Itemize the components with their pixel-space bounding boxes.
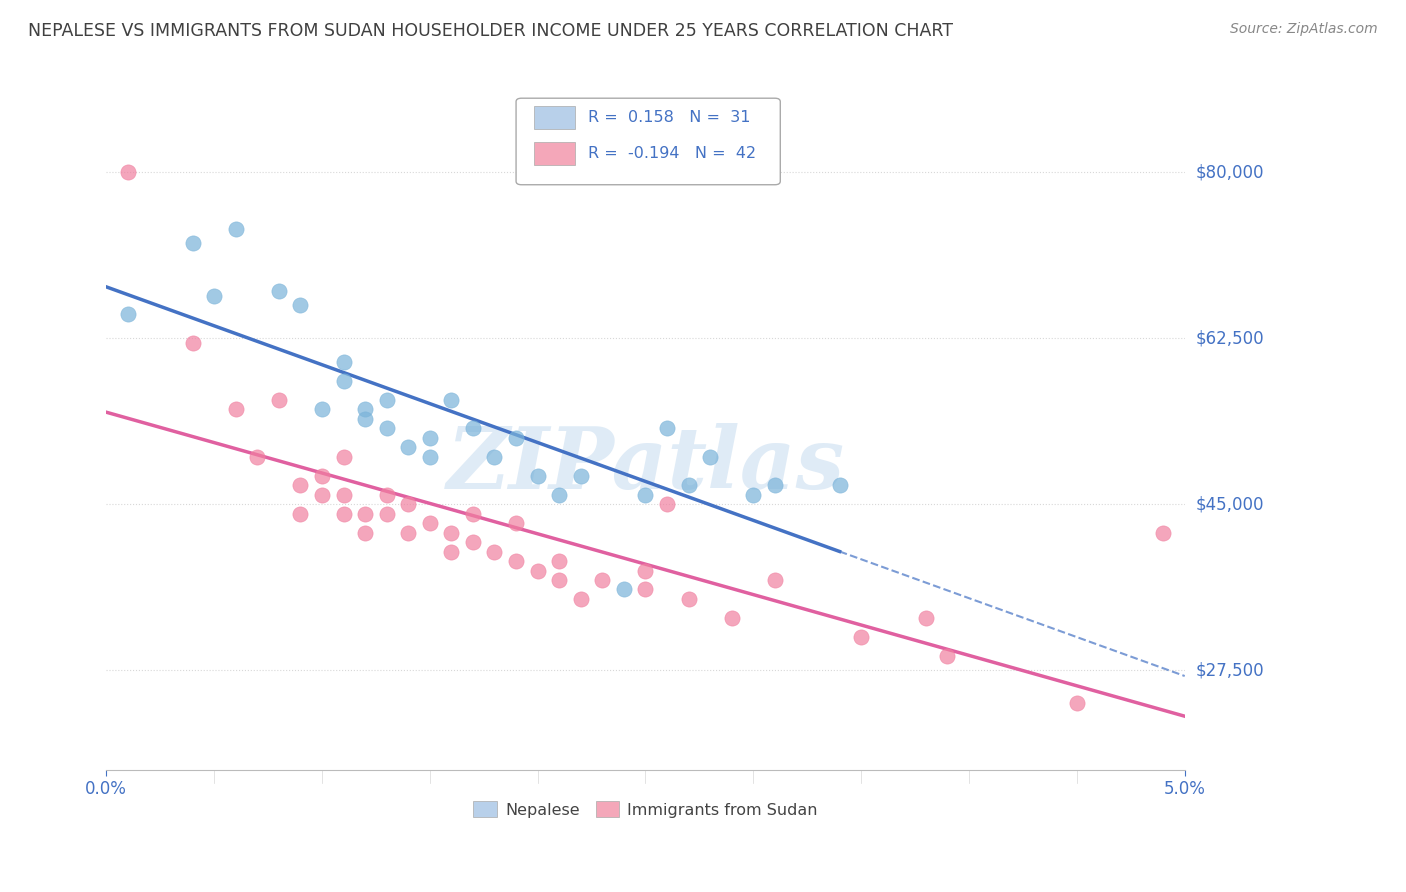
Point [117,308,139,322]
Point [461,535,484,549]
Point [505,431,527,445]
Point [396,525,419,540]
Point [461,507,484,521]
Text: ZIPatlas: ZIPatlas [447,424,845,507]
Point [1066,696,1088,710]
Point [440,525,463,540]
Point [1152,525,1174,540]
Point [548,573,571,587]
Point [828,478,851,492]
Point [613,582,636,597]
Point [484,544,506,558]
Point [548,554,571,568]
Point [763,478,786,492]
Point [332,507,354,521]
Point [655,421,678,435]
Point [569,468,592,483]
Point [505,516,527,530]
Point [419,431,441,445]
Point [461,421,484,435]
Point [484,450,506,464]
Point [332,355,354,369]
Point [354,402,377,417]
Point [396,497,419,511]
Point [354,412,377,426]
FancyBboxPatch shape [534,106,575,129]
Point [246,450,269,464]
Point [548,488,571,502]
Point [526,564,548,578]
Point [634,582,657,597]
Text: NEPALESE VS IMMIGRANTS FROM SUDAN HOUSEHOLDER INCOME UNDER 25 YEARS CORRELATION : NEPALESE VS IMMIGRANTS FROM SUDAN HOUSEH… [28,22,953,40]
Text: R =  0.158   N =  31: R = 0.158 N = 31 [588,110,751,125]
Point [332,374,354,388]
Point [569,591,592,606]
Text: $45,000: $45,000 [1197,495,1264,513]
Point [440,392,463,407]
Text: $27,500: $27,500 [1197,661,1264,679]
Point [311,468,333,483]
Point [202,288,225,302]
Point [332,450,354,464]
Point [720,611,742,625]
Point [375,421,398,435]
Point [742,488,765,502]
Legend: Nepalese, Immigrants from Sudan: Nepalese, Immigrants from Sudan [467,795,824,824]
Point [396,440,419,454]
Point [225,402,247,417]
Point [505,554,527,568]
Point [591,573,613,587]
Point [332,488,354,502]
Point [354,507,377,521]
Point [267,284,290,298]
Point [851,630,873,644]
Point [181,236,204,251]
Point [267,392,290,407]
Point [419,516,441,530]
Text: Source: ZipAtlas.com: Source: ZipAtlas.com [1230,22,1378,37]
Point [526,468,548,483]
Text: $80,000: $80,000 [1197,163,1264,181]
Point [678,591,700,606]
FancyBboxPatch shape [516,98,780,185]
Point [419,450,441,464]
Point [699,450,721,464]
Point [375,507,398,521]
Point [311,488,333,502]
Point [225,222,247,236]
Text: R =  -0.194   N =  42: R = -0.194 N = 42 [588,146,756,161]
Text: $62,500: $62,500 [1197,329,1264,347]
Point [763,573,786,587]
Point [440,544,463,558]
Point [311,402,333,417]
FancyBboxPatch shape [534,142,575,165]
Point [634,564,657,578]
Point [290,298,312,312]
Point [181,335,204,350]
Point [354,525,377,540]
Point [915,611,938,625]
Point [375,392,398,407]
Point [936,648,959,663]
Point [290,478,312,492]
Point [375,488,398,502]
Point [290,507,312,521]
Point [655,497,678,511]
Point [678,478,700,492]
Point [634,488,657,502]
Point [117,165,139,179]
